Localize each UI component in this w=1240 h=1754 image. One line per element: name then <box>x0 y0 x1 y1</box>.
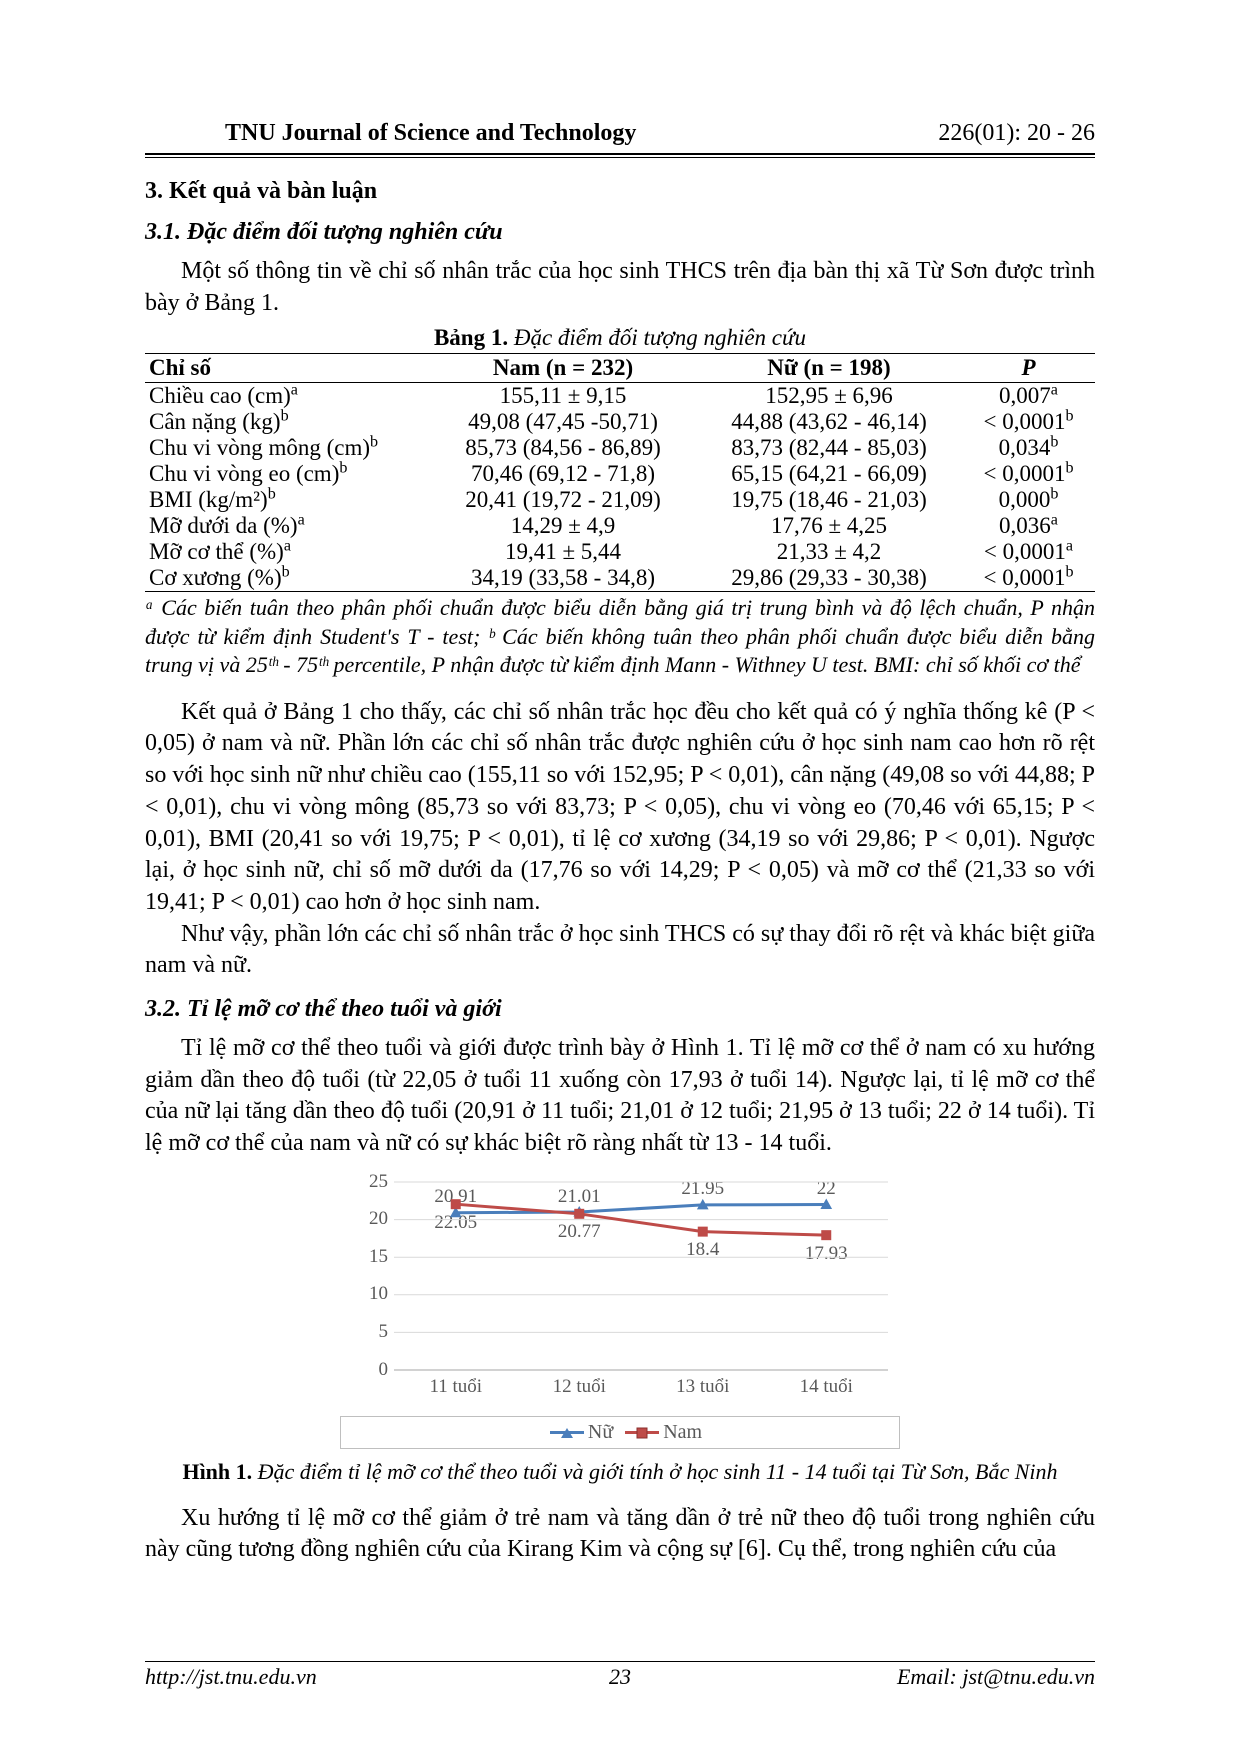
table-row: Chiều cao (cm)a155,11 ± 9,15152,95 ± 6,9… <box>145 383 1095 410</box>
table-row: BMI (kg/m²)b20,41 (19,72 - 21,09)19,75 (… <box>145 487 1095 513</box>
table-row: Mỡ dưới da (%)a14,29 ± 4,917,76 ± 4,250,… <box>145 513 1095 539</box>
page-footer: 23 http://jst.tnu.edu.vn Email: jst@tnu.… <box>145 1661 1095 1690</box>
table-cell-nam: 85,73 (84,56 - 86,89) <box>430 435 696 461</box>
table1-h1: Nam (n = 232) <box>430 354 696 383</box>
section-3-2-title: 3.2. Tỉ lệ mỡ cơ thể theo tuổi và giới <box>145 996 1095 1023</box>
figure1-chart: 051015202511 tuổi12 tuổi13 tuổi14 tuổi20… <box>340 1174 900 1404</box>
s31-result-p2: Như vậy, phần lớn các chỉ số nhân trắc ở… <box>145 919 1095 982</box>
chart-svg <box>340 1174 900 1404</box>
table-cell-nu: 65,15 (64,21 - 66,09) <box>696 461 962 487</box>
legend-swatch <box>550 1431 584 1434</box>
table-cell-label: Mỡ cơ thể (%)a <box>145 539 430 565</box>
table-row: Chu vi vòng eo (cm)b70,46 (69,12 - 71,8)… <box>145 461 1095 487</box>
table-cell-label: BMI (kg/m²)b <box>145 487 430 513</box>
s32-paragraph: Tỉ lệ mỡ cơ thể theo tuổi và giới được t… <box>145 1033 1095 1160</box>
table-cell-nam: 49,08 (47,45 -50,71) <box>430 409 696 435</box>
table-cell-label: Chiều cao (cm)a <box>145 383 430 410</box>
table-cell-label: Mỡ dưới da (%)a <box>145 513 430 539</box>
footer-page-number: 23 <box>145 1664 1095 1690</box>
table-cell-nu: 17,76 ± 4,25 <box>696 513 962 539</box>
figure1-chart-wrap: 051015202511 tuổi12 tuổi13 tuổi14 tuổi20… <box>340 1174 900 1449</box>
table1-caption-ital: Đặc điểm đối tượng nghiên cứu <box>508 325 806 350</box>
table-cell-nam: 155,11 ± 9,15 <box>430 383 696 410</box>
table1: Chỉ số Nam (n = 232) Nữ (n = 198) P Chiề… <box>145 353 1095 592</box>
table-cell-nu: 19,75 (18,46 - 21,03) <box>696 487 962 513</box>
table1-body: Chiều cao (cm)a155,11 ± 9,15152,95 ± 6,9… <box>145 383 1095 592</box>
table-cell-nu: 44,88 (43,62 - 46,14) <box>696 409 962 435</box>
s31-result-p1: Kết quả ở Bảng 1 cho thấy, các chỉ số nh… <box>145 697 1095 919</box>
table-row: Cân nặng (kg)b49,08 (47,45 -50,71)44,88 … <box>145 409 1095 435</box>
header-rule-thin <box>145 157 1095 158</box>
legend-label: Nữ <box>588 1421 613 1443</box>
table-cell-p: < 0,0001b <box>962 565 1095 592</box>
legend-swatch <box>625 1431 659 1434</box>
series-marker <box>451 1199 460 1208</box>
section-3-1-title: 3.1. Đặc điểm đối tượng nghiên cứu <box>145 219 1095 246</box>
table-cell-label: Cơ xương (%)b <box>145 565 430 592</box>
table-row: Cơ xương (%)b34,19 (33,58 - 34,8)29,86 (… <box>145 565 1095 592</box>
table1-caption-bold: Bảng 1. <box>434 325 508 350</box>
footer-rule <box>145 1661 1095 1662</box>
table-cell-label: Chu vi vòng eo (cm)b <box>145 461 430 487</box>
table-cell-label: Cân nặng (kg)b <box>145 409 430 435</box>
legend-label: Nam <box>663 1421 702 1443</box>
series-marker <box>698 1227 707 1236</box>
page: TNU Journal of Science and Technology 22… <box>0 0 1240 1754</box>
table-row: Chu vi vòng mông (cm)b85,73 (84,56 - 86,… <box>145 435 1095 461</box>
table-cell-p: 0,036a <box>962 513 1095 539</box>
series-marker <box>575 1209 584 1218</box>
table-cell-label: Chu vi vòng mông (cm)b <box>145 435 430 461</box>
table-cell-p: < 0,0001b <box>962 409 1095 435</box>
series-marker <box>822 1230 831 1239</box>
table-cell-nam: 14,29 ± 4,9 <box>430 513 696 539</box>
table1-caption: Bảng 1. Đặc điểm đối tượng nghiên cứu <box>145 325 1095 351</box>
table-row: Mỡ cơ thể (%)a19,41 ± 5,4421,33 ± 4,2< 0… <box>145 539 1095 565</box>
table1-h3: P <box>962 354 1095 383</box>
section-3-title: 3. Kết quả và bàn luận <box>145 178 1095 205</box>
figure1-legend: Nữ Nam <box>340 1416 900 1449</box>
figure1-caption-ital: Đặc điểm tỉ lệ mỡ cơ thể theo tuổi và gi… <box>252 1459 1057 1484</box>
table-cell-nu: 29,86 (29,33 - 30,38) <box>696 565 962 592</box>
table1-h0: Chỉ số <box>145 354 430 383</box>
header-rule-thick <box>145 153 1095 155</box>
s32-after-fig: Xu hướng tỉ lệ mỡ cơ thể giảm ở trẻ nam … <box>145 1503 1095 1566</box>
journal-issue: 226(01): 20 - 26 <box>938 120 1095 147</box>
table-cell-p: 0,000b <box>962 487 1095 513</box>
table1-footnote: ᵃ Các biến tuân theo phân phối chuẩn đượ… <box>145 594 1095 678</box>
table-cell-nu: 152,95 ± 6,96 <box>696 383 962 410</box>
table1-h2: Nữ (n = 198) <box>696 354 962 383</box>
table-cell-p: < 0,0001a <box>962 539 1095 565</box>
journal-name: TNU Journal of Science and Technology <box>145 120 636 147</box>
table-cell-nam: 34,19 (33,58 - 34,8) <box>430 565 696 592</box>
table-cell-p: 0,007a <box>962 383 1095 410</box>
table-cell-p: 0,034b <box>962 435 1095 461</box>
table-cell-p: < 0,0001b <box>962 461 1095 487</box>
table1-header-row: Chỉ số Nam (n = 232) Nữ (n = 198) P <box>145 354 1095 383</box>
table-cell-nam: 70,46 (69,12 - 71,8) <box>430 461 696 487</box>
figure1-caption: Hình 1. Đặc điểm tỉ lệ mỡ cơ thể theo tu… <box>145 1459 1095 1485</box>
table-cell-nu: 21,33 ± 4,2 <box>696 539 962 565</box>
page-header: TNU Journal of Science and Technology 22… <box>145 120 1095 147</box>
table-cell-nam: 20,41 (19,72 - 21,09) <box>430 487 696 513</box>
table-cell-nu: 83,73 (82,44 - 85,03) <box>696 435 962 461</box>
s31-intro-paragraph: Một số thông tin về chỉ số nhân trắc của… <box>145 256 1095 319</box>
figure1-caption-bold: Hình 1. <box>182 1459 252 1484</box>
table-cell-nam: 19,41 ± 5,44 <box>430 539 696 565</box>
table1-head: Chỉ số Nam (n = 232) Nữ (n = 198) P <box>145 354 1095 383</box>
